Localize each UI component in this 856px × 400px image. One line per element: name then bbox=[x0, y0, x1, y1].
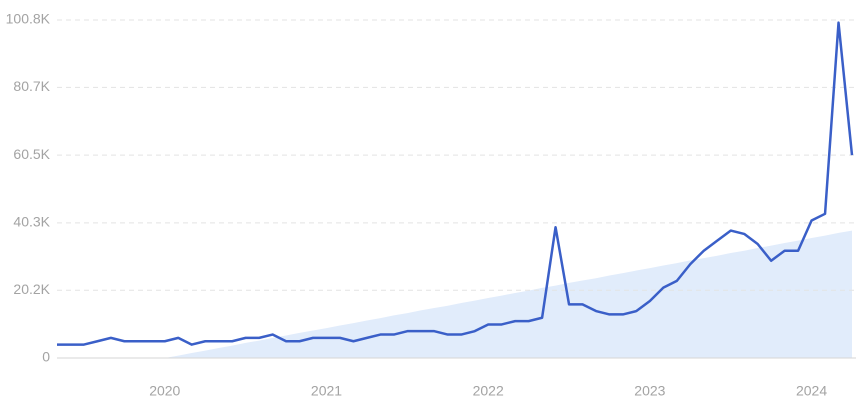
y-tick-label: 40.3K bbox=[13, 214, 50, 230]
x-tick-label: 2023 bbox=[634, 383, 665, 399]
x-tick-label: 2020 bbox=[149, 383, 180, 399]
y-tick-label: 60.5K bbox=[13, 146, 50, 162]
x-tick-label: 2024 bbox=[796, 383, 827, 399]
x-tick-label: 2022 bbox=[473, 383, 504, 399]
y-tick-label: 20.2K bbox=[13, 281, 50, 297]
line bbox=[57, 21, 854, 346]
y-tick-label: 100.8K bbox=[6, 11, 51, 27]
trend-area bbox=[164, 230, 852, 358]
x-tick-label: 2021 bbox=[311, 383, 342, 399]
y-tick-label: 0 bbox=[42, 349, 50, 365]
y-tick-label: 80.7K bbox=[13, 78, 50, 94]
